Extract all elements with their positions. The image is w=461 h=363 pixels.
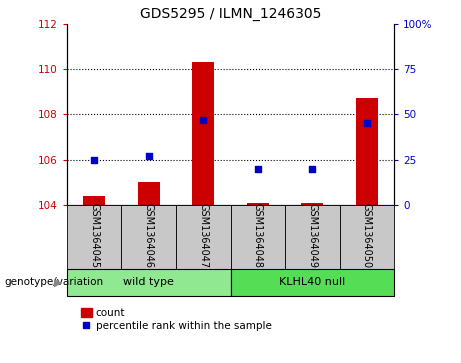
Point	[145, 153, 152, 159]
Bar	[247, 203, 269, 205]
Bar	[356, 98, 378, 205]
Bar	[176, 205, 230, 269]
Text: GSM1364046: GSM1364046	[144, 203, 154, 268]
Text: KLHL40 null: KLHL40 null	[279, 277, 345, 287]
Text: wild type: wild type	[123, 277, 174, 287]
Bar	[138, 182, 160, 205]
Point	[200, 117, 207, 123]
Bar	[230, 205, 285, 269]
Title: GDS5295 / ILMN_1246305: GDS5295 / ILMN_1246305	[140, 7, 321, 21]
Legend: count, percentile rank within the sample: count, percentile rank within the sample	[81, 308, 272, 331]
Point	[309, 166, 316, 172]
Bar	[67, 205, 121, 269]
Bar	[83, 196, 105, 205]
Bar	[230, 269, 394, 296]
Text: GSM1364049: GSM1364049	[307, 203, 317, 268]
Text: ▶: ▶	[54, 277, 62, 287]
Text: GSM1364047: GSM1364047	[198, 203, 208, 268]
Point	[90, 157, 98, 163]
Bar	[67, 269, 230, 296]
Text: GSM1364045: GSM1364045	[89, 203, 99, 268]
Point	[254, 166, 261, 172]
Text: genotype/variation: genotype/variation	[5, 277, 104, 287]
Bar	[301, 203, 323, 205]
Text: GSM1364048: GSM1364048	[253, 203, 263, 268]
Bar	[121, 205, 176, 269]
Bar	[285, 205, 340, 269]
Bar	[340, 205, 394, 269]
Text: GSM1364050: GSM1364050	[362, 203, 372, 268]
Point	[363, 121, 371, 126]
Bar	[192, 62, 214, 205]
